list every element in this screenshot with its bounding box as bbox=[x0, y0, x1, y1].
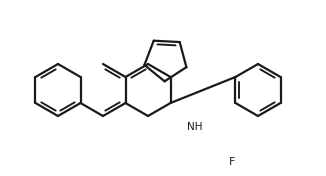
Text: F: F bbox=[229, 157, 235, 167]
Text: NH: NH bbox=[187, 122, 203, 132]
